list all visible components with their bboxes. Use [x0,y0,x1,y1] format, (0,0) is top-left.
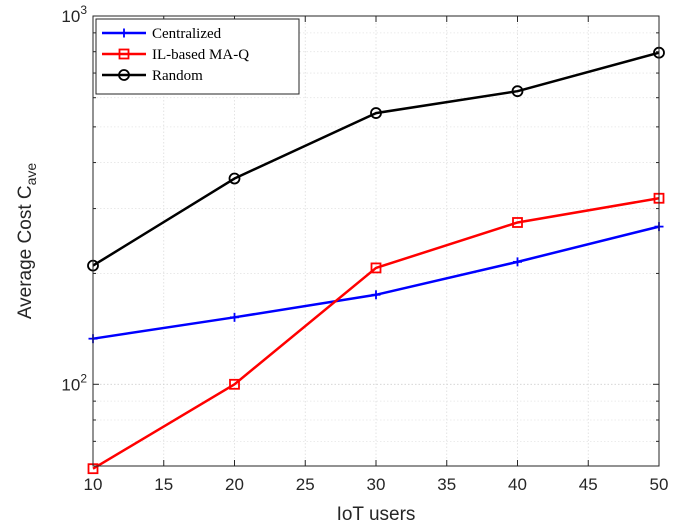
y-tick-label-base: 10 [61,375,80,394]
x-tick-label: 30 [367,475,386,494]
point-marker-plus [230,312,239,322]
point-marker-circle [511,85,524,98]
x-axis-label: IoT users [337,504,416,525]
point-marker-plus [119,28,129,38]
point-marker-plus [513,257,522,267]
point-marker-circle [228,172,241,185]
y-axis-label: Average Cost Cave [15,163,39,320]
x-tick-label: 15 [154,475,173,494]
y-axis-label-main: Average Cost C [15,185,36,319]
legend-label: Random [152,68,203,84]
x-tick-label: 25 [296,475,315,494]
y-tick-label-exponent: 2 [80,371,87,385]
legend-item: Centralized [102,26,222,42]
x-tick-label: 20 [225,475,244,494]
y-tick-label: 103 [61,3,87,26]
point-marker-square [512,217,523,228]
x-tick-label: 45 [579,475,598,494]
x-tick-label: 10 [84,475,103,494]
y-tick-label-base: 10 [61,7,80,26]
x-tick-label: 40 [508,475,527,494]
y-tick-label: 102 [61,371,87,394]
legend: Centralized IL-based MA-Q Random [95,18,300,95]
legend-label: IL-based MA-Q [152,47,249,63]
y-axis-label-subscript: ave [23,163,39,186]
x-tick-label: 35 [437,475,456,494]
point-marker-circle [370,107,382,119]
x-tick-label: 50 [650,475,669,494]
legend-label: Centralized [152,26,222,42]
point-marker-circle [118,69,130,81]
legend-item: Random [102,68,203,84]
series-line [92,197,660,470]
point-marker-square [229,378,240,390]
series-line [92,51,660,267]
point-marker-square [118,48,130,60]
point-marker-square [370,262,382,274]
point-marker-plus [371,290,381,300]
legend-box [95,18,300,95]
y-tick-label-exponent: 3 [80,3,87,17]
legend-item: IL-based MA-Q [102,47,249,63]
